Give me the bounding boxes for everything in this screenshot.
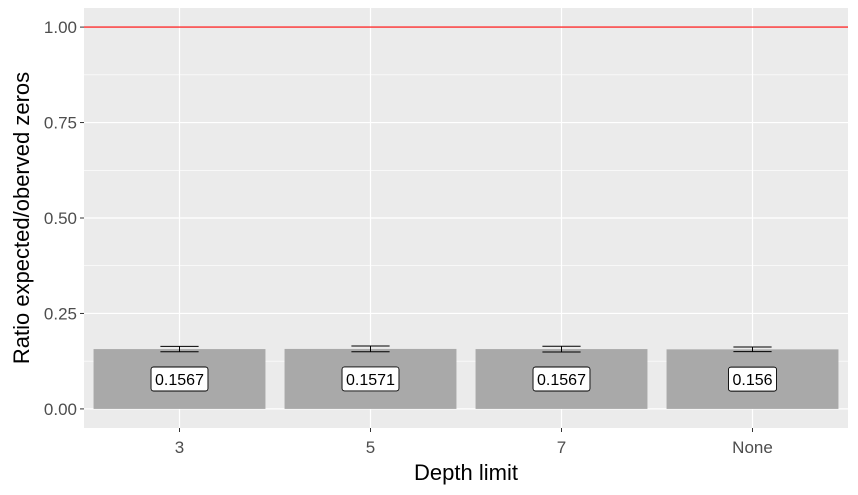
y-tick-label: 0.25 bbox=[44, 304, 77, 323]
y-tick-label: 1.00 bbox=[44, 18, 77, 37]
data-label-box bbox=[532, 366, 591, 392]
y-tick-label: 0.50 bbox=[44, 209, 77, 228]
x-axis-title: Depth limit bbox=[414, 460, 518, 485]
bars bbox=[93, 348, 839, 409]
data-label: 0.1567 bbox=[532, 366, 591, 392]
data-label: 0.1567 bbox=[150, 366, 209, 392]
data-label-text: 0.156 bbox=[732, 372, 772, 389]
x-axis: 3 5 7 None bbox=[175, 428, 773, 457]
x-tick-label: 3 bbox=[175, 438, 184, 457]
x-tick-label: 7 bbox=[557, 438, 566, 457]
data-label: 0.1571 bbox=[341, 366, 400, 392]
data-label-box bbox=[341, 366, 400, 392]
data-labels: 0.1567 0.1571 0.1567 0.156 bbox=[150, 366, 777, 392]
data-label-text: 0.1571 bbox=[346, 372, 395, 389]
x-tick-label: 5 bbox=[366, 438, 375, 457]
y-tick-label: 0.00 bbox=[44, 400, 77, 419]
data-label: 0.156 bbox=[728, 366, 777, 392]
data-label-text: 0.1567 bbox=[155, 372, 204, 389]
data-label-text: 0.1567 bbox=[537, 372, 586, 389]
data-label-box bbox=[150, 366, 209, 392]
error-bars bbox=[160, 345, 772, 353]
x-tick-label: None bbox=[732, 438, 773, 457]
y-axis-title: Ratio expected/oberved zeros bbox=[9, 72, 34, 364]
y-axis: 0.00 0.25 0.50 0.75 1.00 bbox=[44, 18, 84, 419]
data-label-box bbox=[728, 366, 777, 392]
y-tick-label: 0.75 bbox=[44, 114, 77, 133]
